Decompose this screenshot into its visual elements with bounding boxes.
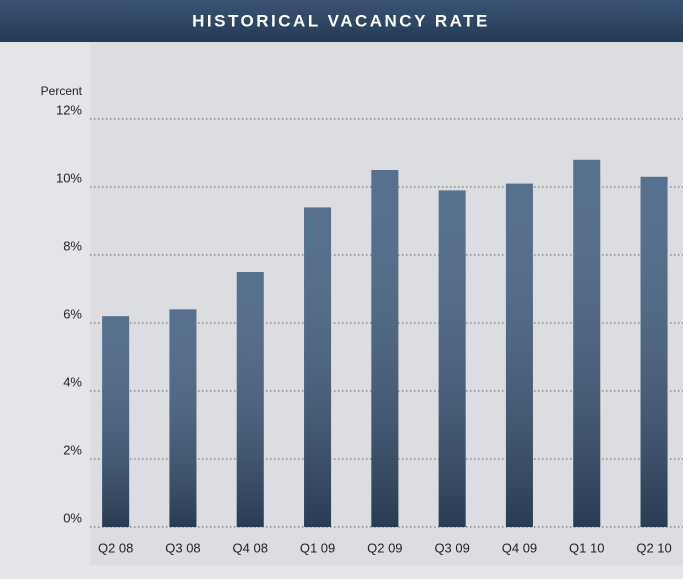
bar-shade (169, 309, 197, 527)
y-tick-label: 8% (63, 238, 82, 253)
y-tick-label: 10% (56, 170, 82, 185)
x-tick-label: Q1 10 (569, 540, 604, 555)
y-axis-label: Percent (41, 84, 83, 98)
x-tick-label: Q2 09 (367, 540, 402, 555)
x-tick-label: Q2 10 (636, 540, 671, 555)
header (0, 0, 683, 42)
bar-shade (304, 207, 332, 527)
bar-shade (640, 176, 668, 528)
y-tick-label: 2% (63, 442, 82, 457)
x-tick-label: Q4 09 (502, 540, 537, 555)
chart-title: HISTORICAL VACANCY RATE (192, 11, 490, 30)
x-tick-label: Q1 09 (300, 540, 335, 555)
x-tick-label: Q3 08 (165, 540, 200, 555)
y-tick-label: 0% (63, 510, 82, 525)
y-tick-label: 6% (63, 306, 82, 321)
bar-shade (505, 183, 533, 527)
bar-shade (102, 316, 130, 527)
x-tick-label: Q4 08 (233, 540, 268, 555)
x-tick-label: Q3 09 (434, 540, 469, 555)
x-tick-label: Q2 08 (98, 540, 133, 555)
y-tick-label: 4% (63, 374, 82, 389)
bar-shade (236, 272, 264, 527)
bar-shade (371, 170, 399, 527)
y-tick-label: 12% (56, 102, 82, 117)
bar-shade (573, 159, 601, 528)
bar-shade (438, 190, 466, 527)
